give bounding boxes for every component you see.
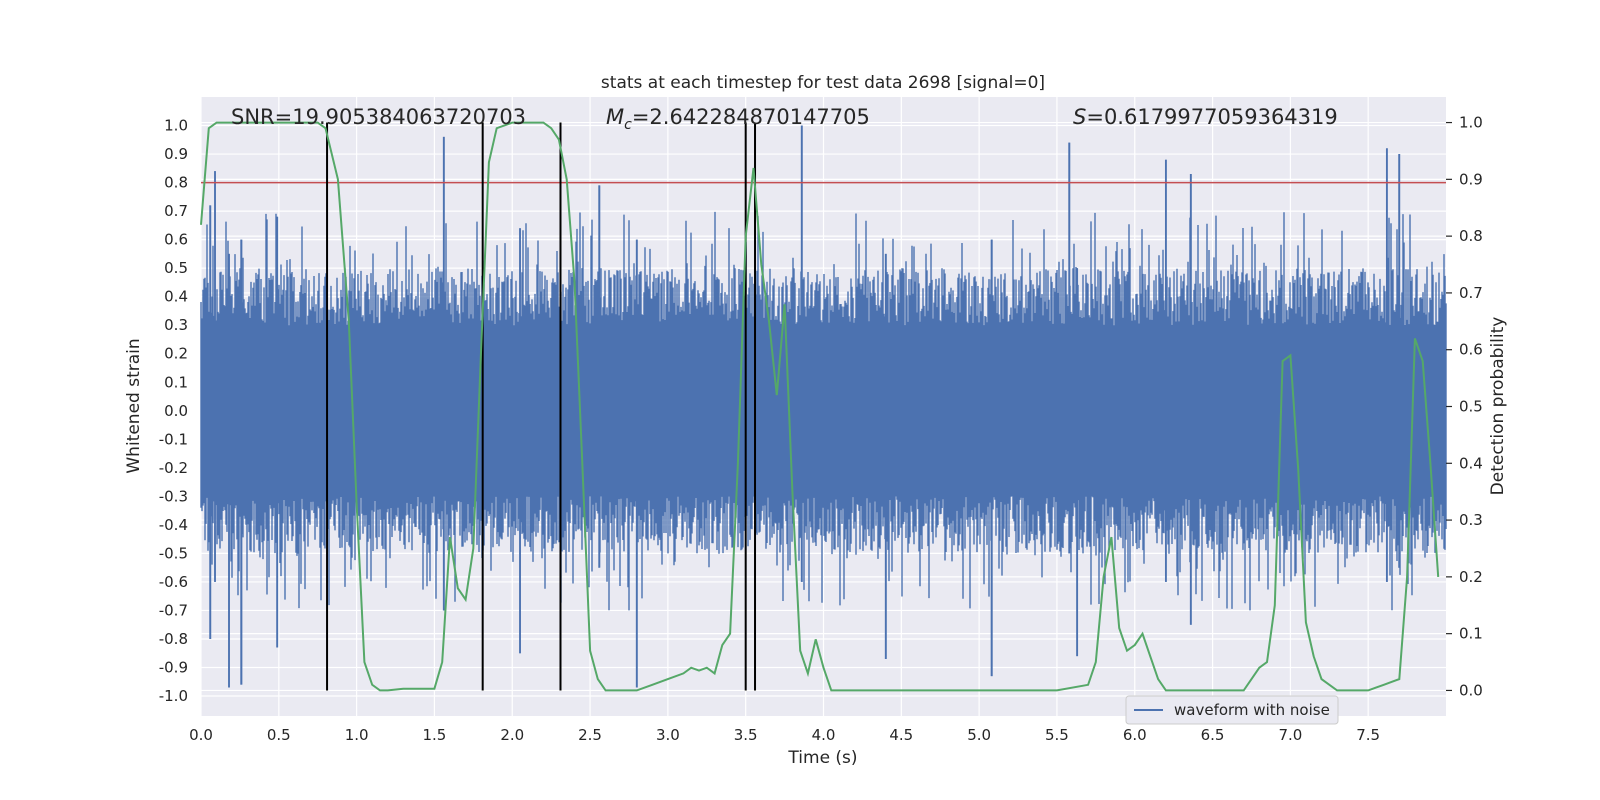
x-tick-label: 5.0 [967,726,991,744]
y-tick-label: 0.9 [164,145,188,163]
x-tick-label: 3.0 [656,726,680,744]
y-right-tick-label: 0.8 [1459,227,1483,245]
x-tick-label: 7.5 [1356,726,1380,744]
legend: waveform with noise [1125,695,1339,725]
y-tick-label: 0.4 [164,288,188,306]
x-tick-label: 2.0 [500,726,524,744]
y-tick-label: -0.5 [159,544,188,562]
y-right-tick-label: 0.4 [1459,454,1483,472]
waveform-with-noise-line [200,125,1447,688]
y-tick-label: -0.8 [159,630,188,648]
x-tick-label: 2.5 [578,726,602,744]
y-tick-label: -0.1 [159,430,188,448]
y-right-tick-label: 1.0 [1459,114,1483,132]
y-tick-label: 0.0 [164,402,188,420]
tick-labels: 0.0 0.5 1.0 1.5 2.0 2.5 3.0 3.5 4.0 4.5 5.0 5.5 6.0 6… [159,114,1483,744]
x-tick-label: 7.0 [1278,726,1302,744]
x-tick-label: 0.5 [267,726,291,744]
y-tick-label: -0.7 [159,601,188,619]
y-tick-label: -0.6 [159,573,188,591]
y-tick-label: 0.7 [164,202,188,220]
waveform-series [200,125,1447,688]
y-axis-label: Whitened strain [124,338,144,473]
y-tick-label: -0.2 [159,459,188,477]
y-right-tick-label: 0.3 [1459,511,1483,529]
y-right-tick-label: 0.9 [1459,170,1483,188]
snr-annotation: SNR=19.905384063720703 [231,105,526,129]
x-tick-label: 5.5 [1045,726,1069,744]
probability-series [200,121,1440,692]
y-tick-label: -1.0 [159,687,188,705]
x-axis-label: Time (s) [787,748,857,768]
x-tick-label: 4.5 [889,726,913,744]
legend-label: waveform with noise [1174,701,1330,719]
y-right-tick-label: 0.6 [1459,341,1483,359]
x-tick-label: 3.5 [734,726,758,744]
y-tick-label: -0.3 [159,487,188,505]
y-tick-label: 0.1 [164,373,188,391]
chart-title: stats at each timestep for test data 269… [601,73,1045,93]
y-tick-label: 0.3 [164,316,188,334]
y-right-tick-label: 0.7 [1459,284,1483,302]
x-tick-label: 1.0 [345,726,369,744]
detection-probability-line [200,121,1440,692]
y-tick-label: -0.9 [159,659,188,677]
x-tick-label: 6.5 [1201,726,1225,744]
y-tick-label: 1.0 [164,117,188,135]
chirp-mass-annotation: Mc=2.642284870147705 [606,105,870,133]
y-axis-right-label: Detection probability [1488,317,1508,496]
y-tick-label: -0.4 [159,516,188,534]
y-tick-label: 0.6 [164,231,188,249]
y-right-tick-label: 0.2 [1459,568,1483,586]
y-tick-label: 0.2 [164,345,188,363]
y-right-tick-label: 0.1 [1459,625,1483,643]
legend-box [1125,695,1339,725]
x-tick-label: 6.0 [1123,726,1147,744]
x-tick-label: 0.0 [189,726,213,744]
score-annotation: S=0.6179977059364319 [1073,105,1338,129]
vertical-lines [326,122,757,691]
y-tick-label: 0.8 [164,174,188,192]
x-tick-label: 4.0 [812,726,836,744]
y-right-tick-label: 0.0 [1459,681,1483,699]
y-right-tick-label: 0.5 [1459,398,1483,416]
x-tick-label: 1.5 [423,726,447,744]
y-tick-label: 0.5 [164,259,188,277]
